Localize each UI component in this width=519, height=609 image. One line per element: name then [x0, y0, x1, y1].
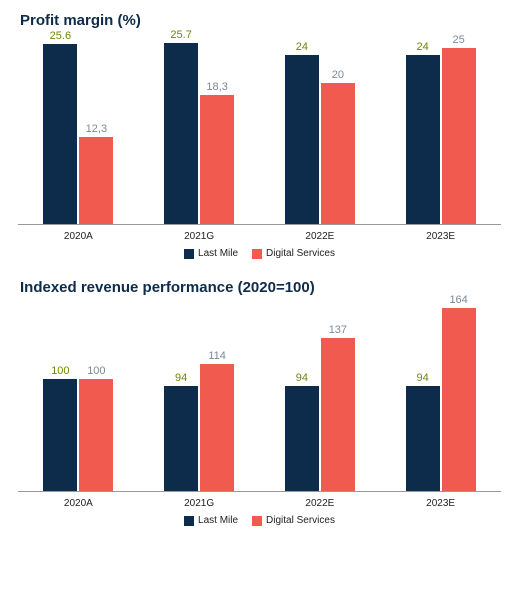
legend-swatch: [252, 516, 262, 526]
bar-value-label: 12,3: [86, 123, 107, 135]
bar-value-label: 94: [296, 372, 308, 384]
bar-value-label: 25.7: [170, 29, 191, 41]
bar-wrap: 18,3: [200, 81, 234, 224]
bar-value-label: 164: [449, 294, 467, 306]
legend-swatch: [252, 249, 262, 259]
bar-group: 25.6 12,3: [43, 30, 113, 224]
bar-value-label: 100: [87, 365, 105, 377]
bar-wrap: 25.7: [164, 29, 198, 224]
bar-value-label: 94: [417, 372, 429, 384]
bar: [442, 48, 476, 224]
bar-wrap: 24: [406, 41, 440, 224]
bar-group: 24 25: [406, 34, 476, 224]
x-tick-label: 2022E: [260, 498, 381, 509]
legend-swatch: [184, 516, 194, 526]
bar: [200, 364, 234, 491]
legend-label: Digital Services: [266, 248, 335, 259]
bar-value-label: 94: [175, 372, 187, 384]
bar-value-label: 25.6: [50, 30, 71, 42]
bar-wrap: 20: [321, 69, 355, 224]
legend-item: Last Mile: [184, 248, 238, 259]
x-axis: 2020A2021G2022E2023E: [18, 231, 501, 242]
legend: Last Mile Digital Services: [18, 248, 501, 259]
x-axis: 2020A2021G2022E2023E: [18, 498, 501, 509]
bar-wrap: 164: [442, 294, 476, 491]
bar-wrap: 25.6: [43, 30, 77, 224]
bar: [164, 43, 198, 224]
bar-wrap: 94: [406, 372, 440, 491]
legend-label: Last Mile: [198, 248, 238, 259]
legend-item: Last Mile: [184, 515, 238, 526]
bar: [321, 338, 355, 491]
bar-wrap: 12,3: [79, 123, 113, 224]
bar: [79, 137, 113, 224]
bar: [285, 386, 319, 491]
bar: [321, 83, 355, 224]
bar-group: 94 164: [406, 294, 476, 491]
bar: [79, 379, 113, 491]
legend-item: Digital Services: [252, 515, 335, 526]
bar-value-label: 100: [51, 365, 69, 377]
bar-value-label: 18,3: [206, 81, 227, 93]
bar-wrap: 94: [164, 372, 198, 491]
bar-groups: 100100941149413794164: [18, 302, 501, 491]
legend-item: Digital Services: [252, 248, 335, 259]
legend-swatch: [184, 249, 194, 259]
x-tick-label: 2020A: [18, 231, 139, 242]
chart-title: Profit margin (%): [20, 12, 501, 29]
x-tick-label: 2023E: [380, 498, 501, 509]
bar-wrap: 114: [200, 350, 234, 491]
bar-wrap: 25: [442, 34, 476, 224]
bar-value-label: 114: [208, 350, 226, 362]
bar-wrap: 24: [285, 41, 319, 224]
bar: [406, 386, 440, 491]
bar: [164, 386, 198, 491]
x-tick-label: 2021G: [139, 498, 260, 509]
bar-group: 25.7 18,3: [164, 29, 234, 224]
bar-value-label: 24: [417, 41, 429, 53]
bar-group: 24 20: [285, 41, 355, 224]
bar-wrap: 100: [43, 365, 77, 491]
profit-chart: Profit margin (%)25.612,325.718,32420242…: [0, 0, 519, 267]
bar-value-label: 20: [332, 69, 344, 81]
x-tick-label: 2021G: [139, 231, 260, 242]
bar-wrap: 100: [79, 365, 113, 491]
bar-groups: 25.612,325.718,324202425: [18, 35, 501, 224]
bar-value-label: 137: [329, 324, 347, 336]
bar: [406, 55, 440, 224]
bar: [442, 308, 476, 491]
bar-group: 94 137: [285, 324, 355, 491]
bar: [200, 95, 234, 224]
bar-wrap: 137: [321, 324, 355, 491]
legend-label: Digital Services: [266, 515, 335, 526]
plot-area: 25.612,325.718,324202425: [18, 35, 501, 225]
bar-group: 100 100: [43, 365, 113, 491]
bar: [43, 379, 77, 491]
bar-value-label: 25: [453, 34, 465, 46]
bar-wrap: 94: [285, 372, 319, 491]
x-tick-label: 2020A: [18, 498, 139, 509]
x-tick-label: 2023E: [380, 231, 501, 242]
bar-value-label: 24: [296, 41, 308, 53]
x-tick-label: 2022E: [260, 231, 381, 242]
revenue-chart: Indexed revenue performance (2020=100)10…: [0, 267, 519, 534]
bar-group: 94 114: [164, 350, 234, 491]
bar: [285, 55, 319, 224]
legend: Last Mile Digital Services: [18, 515, 501, 526]
plot-area: 100100941149413794164: [18, 302, 501, 492]
bar: [43, 44, 77, 224]
legend-label: Last Mile: [198, 515, 238, 526]
